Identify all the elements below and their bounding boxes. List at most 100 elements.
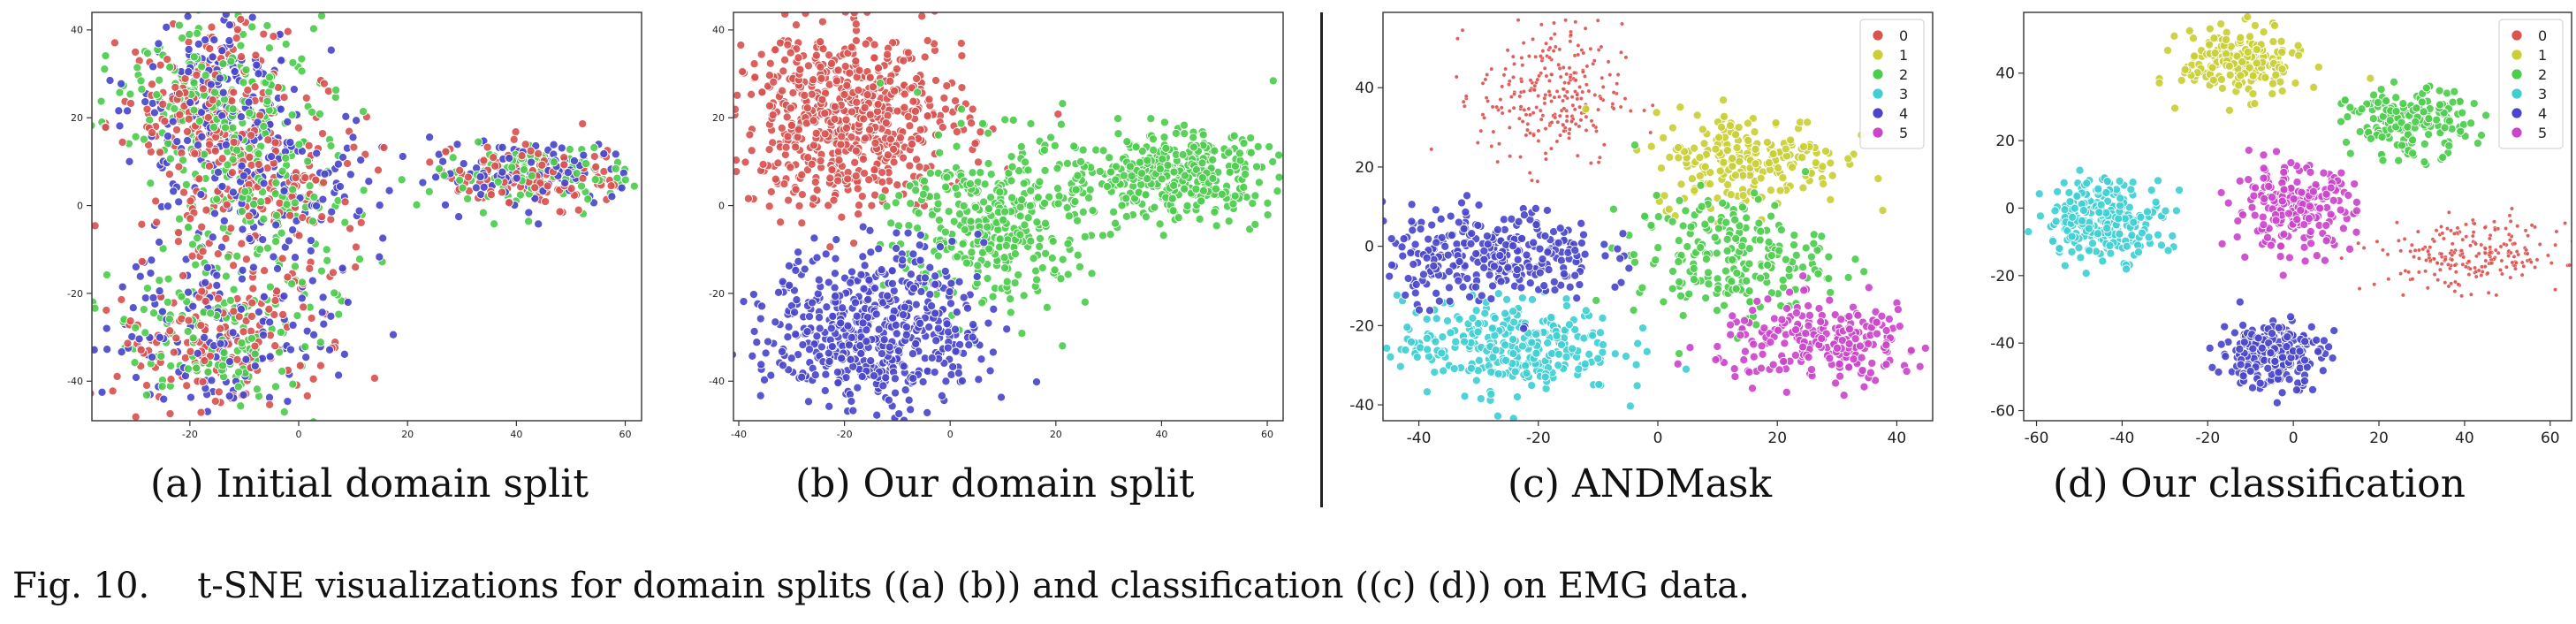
point-c-2 <box>1735 221 1744 231</box>
point-c-0 <box>1642 108 1647 113</box>
point-a-domain-0 <box>227 168 237 178</box>
point-b-domain-0 <box>743 194 753 203</box>
point-b-domain-1 <box>965 179 975 189</box>
point-b-domain-2 <box>988 347 998 357</box>
point-b-domain-1 <box>984 158 993 169</box>
point-b-domain-1 <box>1017 195 1027 205</box>
point-a-domain-0 <box>298 213 308 223</box>
point-c-3 <box>1474 355 1484 365</box>
point-a-domain-2 <box>162 22 171 32</box>
point-a-domain-2 <box>239 171 248 180</box>
point-b-domain-2 <box>954 277 964 286</box>
point-b-domain-1 <box>1180 184 1189 194</box>
point-c-1 <box>1732 143 1742 153</box>
point-c-0 <box>1535 77 1540 82</box>
point-c-0 <box>1511 75 1516 80</box>
point-a-domain-0 <box>250 341 260 351</box>
point-b-domain-0 <box>956 38 966 49</box>
point-a-domain-1 <box>146 179 156 188</box>
point-a-domain-0 <box>160 117 170 126</box>
point-b-domain-1 <box>1064 211 1074 221</box>
point-b-domain-1 <box>919 176 930 186</box>
point-b-domain-0 <box>794 201 804 210</box>
point-a-domain-0 <box>245 152 255 162</box>
point-b-domain-2 <box>756 360 766 369</box>
point-b-domain-2 <box>803 397 814 407</box>
point-b-domain-1 <box>968 168 977 178</box>
point-b-domain-2 <box>832 368 842 377</box>
point-b-domain-1 <box>1102 181 1113 192</box>
point-a-domain-0 <box>511 127 521 137</box>
point-c-4 <box>1410 288 1420 298</box>
point-a-domain-2 <box>375 252 384 262</box>
point-c-2 <box>1756 273 1766 283</box>
point-b-domain-0 <box>970 139 980 148</box>
point-a-domain-2 <box>398 151 407 162</box>
point-b-domain-0 <box>895 133 906 142</box>
point-a-domain-2 <box>557 143 566 153</box>
point-a-domain-2 <box>105 75 115 86</box>
point-c-0 <box>1455 36 1460 42</box>
point-b-domain-1 <box>1171 128 1181 138</box>
point-c-4 <box>1424 234 1433 244</box>
point-a-domain-1 <box>519 164 528 175</box>
point-a-domain-0 <box>137 256 147 266</box>
point-a-domain-0 <box>373 165 384 175</box>
point-b-domain-0 <box>837 212 847 222</box>
point-b-domain-0 <box>854 85 863 95</box>
point-b-domain-1 <box>1095 166 1105 176</box>
point-b-domain-1 <box>1121 194 1131 203</box>
point-b-domain-1 <box>1225 167 1235 177</box>
point-a-domain-1 <box>294 140 304 149</box>
point-b-domain-0 <box>786 103 795 113</box>
point-c-0 <box>1480 80 1486 86</box>
point-a-domain-0 <box>300 173 310 183</box>
point-b-domain-2 <box>871 309 881 319</box>
point-b-domain-1 <box>1167 194 1177 203</box>
point-a-domain-0 <box>237 239 247 248</box>
point-b-domain-1 <box>935 148 945 157</box>
point-a-domain-2 <box>327 207 337 217</box>
point-b-domain-1 <box>1148 134 1158 144</box>
point-b-domain-1 <box>1073 216 1083 225</box>
point-c-4 <box>1580 249 1590 259</box>
point-b-domain-2 <box>820 385 830 396</box>
point-a-domain-1 <box>293 311 302 321</box>
point-b-domain-1 <box>988 292 998 301</box>
point-c-4 <box>1461 207 1470 217</box>
point-c-2 <box>1629 305 1638 316</box>
point-c-1 <box>1778 173 1788 183</box>
axes-frame-b <box>733 11 1284 422</box>
point-c-3 <box>1471 306 1481 316</box>
point-b-domain-0 <box>810 178 820 187</box>
point-b-domain-1 <box>904 221 914 231</box>
point-c-2 <box>1678 221 1688 231</box>
point-a-domain-1 <box>194 12 202 15</box>
point-b-domain-2 <box>952 308 961 317</box>
point-a-domain-0 <box>486 190 496 200</box>
point-b-domain-2 <box>906 270 916 279</box>
point-a-domain-1 <box>256 197 266 207</box>
point-b-domain-1 <box>1000 207 1010 217</box>
point-a-domain-0 <box>229 137 239 147</box>
point-b-domain-2 <box>974 375 984 384</box>
point-b-domain-2 <box>915 240 924 250</box>
point-b-domain-2 <box>790 308 800 317</box>
point-a-domain-2 <box>169 186 179 196</box>
x-tick-label-b: -40 <box>731 429 747 440</box>
point-a-domain-0 <box>229 261 239 270</box>
point-a-domain-0 <box>36 164 44 171</box>
point-b-domain-2 <box>931 271 940 281</box>
point-a-domain-0 <box>559 153 569 163</box>
point-c-3 <box>1501 340 1510 350</box>
point-a-domain-2 <box>354 206 364 216</box>
point-c-3 <box>1554 349 1564 359</box>
point-b-domain-0 <box>773 158 783 168</box>
point-a-domain-0 <box>82 385 90 393</box>
point-b-domain-2 <box>942 319 952 329</box>
point-b-domain-2 <box>892 243 901 254</box>
point-c-1 <box>1744 135 1753 145</box>
point-b-domain-0 <box>834 156 844 165</box>
point-a-domain-2 <box>452 140 462 149</box>
